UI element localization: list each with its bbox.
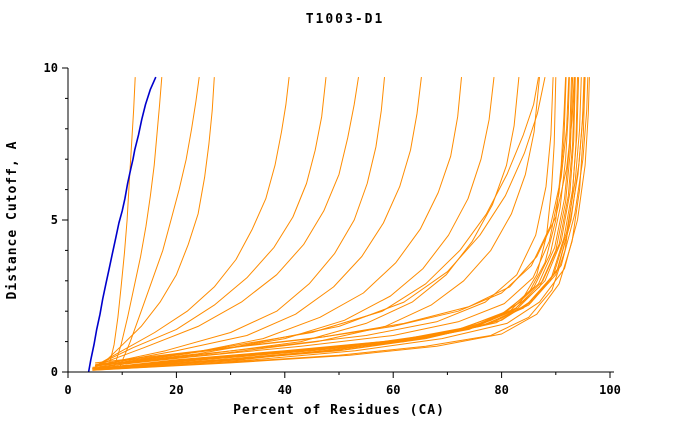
x-axis-label: Percent of Residues (CA) (233, 403, 445, 418)
series-orange-03 (119, 77, 200, 368)
series-orange-02 (113, 77, 163, 368)
series-orange-05 (94, 77, 290, 367)
series-orange-29 (92, 77, 578, 371)
series-orange-15 (95, 76, 546, 367)
series-orange-04 (100, 77, 215, 367)
series-orange-07 (94, 77, 359, 367)
series-orange-18 (92, 77, 570, 370)
series-orange-08 (94, 77, 385, 367)
series-blue-highlight (87, 76, 157, 373)
tick-label: 20 (169, 383, 183, 397)
series-orange-32 (95, 77, 585, 370)
tick-label: 60 (386, 383, 400, 397)
series-orange-06 (94, 77, 327, 367)
y-axis-label: Distance Cutoff, A (5, 141, 20, 300)
series-orange-31 (92, 77, 554, 369)
series-orange-10 (95, 77, 462, 367)
series-orange-23 (95, 77, 585, 370)
series-orange-13 (95, 77, 540, 367)
series-orange-28 (92, 77, 586, 371)
series-orange-14 (95, 77, 539, 367)
chart-title: T1003-D1 (306, 12, 385, 27)
tick-label: 0 (51, 365, 58, 379)
tick-label: 10 (44, 61, 58, 75)
series-orange-12 (95, 77, 520, 367)
series-orange-30 (92, 77, 567, 368)
tick-label: 80 (494, 383, 508, 397)
axes-group: 0 20 40 60 80 100 0 5 10 (44, 61, 621, 397)
tick-label: 40 (278, 383, 292, 397)
series-orange-11 (95, 77, 495, 367)
tick-label: 5 (51, 213, 58, 227)
tick-label: 100 (599, 383, 621, 397)
series-orange-22 (95, 77, 582, 370)
series-group (87, 76, 590, 373)
series-orange-01 (108, 77, 136, 368)
series-orange-34 (93, 77, 572, 370)
tick-label: 0 (64, 383, 71, 397)
series-orange-25 (95, 77, 590, 371)
series-orange-09 (95, 77, 422, 367)
